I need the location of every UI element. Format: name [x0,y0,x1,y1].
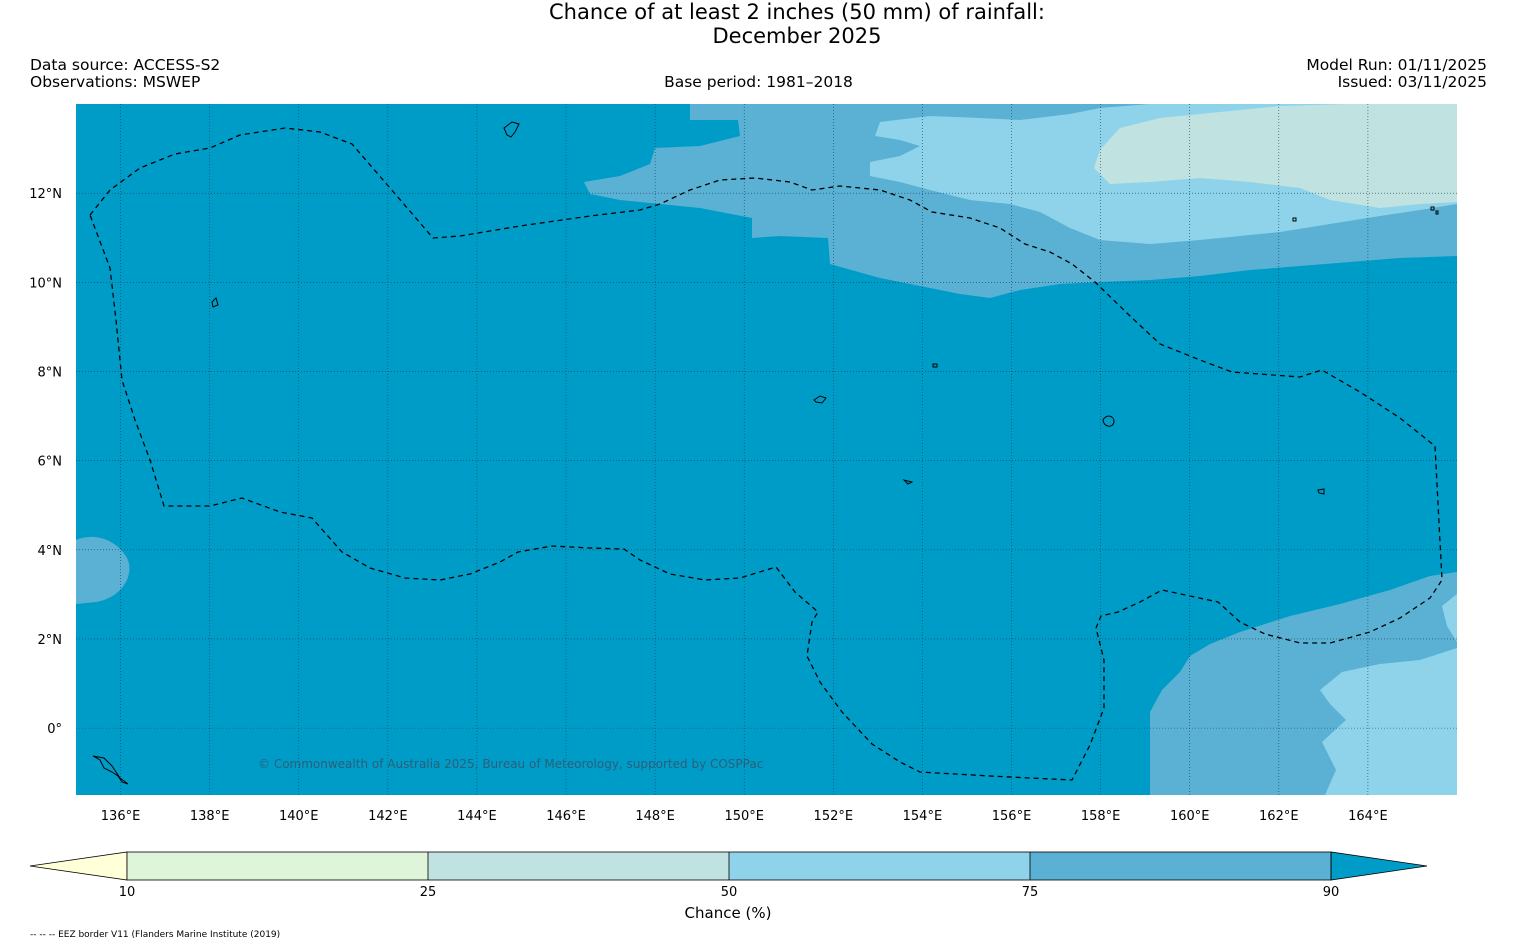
copyright-text: © Commonwealth of Australia 2025, Bureau… [258,757,763,771]
island-small-5 [902,479,914,485]
lon-tick-label: 140°E [279,809,319,824]
issued-text: Issued: 03/11/2025 [1337,73,1487,91]
lon-tick-label: 164°E [1348,809,1388,824]
lon-tick-label: 146°E [546,809,586,824]
colorbar-tick-label: 25 [420,885,437,900]
lon-tick-label: 136°E [101,809,141,824]
lon-tick-label: 138°E [190,809,230,824]
title-line-2: December 2025 [712,24,882,48]
colorbar-extend-high [1330,851,1428,881]
eez-footnote: -- -- -- EEZ border V11 (Flanders Marine… [30,930,281,940]
islands [92,121,1439,785]
lon-tick-label: 148°E [635,809,675,824]
lat-tick-label: 0° [47,722,62,737]
lon-tick-label: 158°E [1081,809,1121,824]
island-small-2 [1430,206,1435,211]
colorbar-tick-label: 10 [119,885,136,900]
region-25-50-north [1094,104,1457,208]
colorbar-tick-label: 90 [1323,885,1340,900]
lon-tick-label: 144°E [457,809,497,824]
colorbar-extend-low [29,851,128,881]
region-75-90-west [76,536,130,604]
eez-border [89,127,1443,781]
observations-text: Observations: MSWEP [30,73,201,91]
colorbar-tick-label: 75 [1022,885,1039,900]
title-line-1: Chance of at least 2 inches (50 mm) of r… [549,0,1045,24]
map-area: © Commonwealth of Australia 2025, Bureau… [76,104,1457,795]
region-50-75-southeast [1320,648,1457,795]
colorbar-50-75 [729,852,1030,880]
lon-tick-label: 150°E [724,809,764,824]
island-small-3 [1435,210,1439,215]
island-guam [503,121,520,138]
island-pohnpei [1102,415,1115,427]
lon-tick-label: 142°E [368,809,408,824]
lat-tick-label: 10°N [29,276,62,291]
region-50-75-east-edge [1442,594,1457,642]
lon-tick-label: 162°E [1259,809,1299,824]
lon-tick-label: 156°E [992,809,1032,824]
island-small-4 [1292,217,1297,222]
colorbar-tick-label: 50 [721,885,738,900]
model-run-text: Model Run: 01/11/2025 [1306,56,1487,74]
latitude-labels: 12°N 10°N 8°N 6°N 4°N 2°N 0° [29,187,62,737]
base-period-text: Base period: 1981–2018 [664,73,853,91]
lon-tick-label: 160°E [1170,809,1210,824]
island-palau [92,755,129,785]
island-chuuk [813,395,827,404]
colorbar-10-25 [127,852,428,880]
data-source-text: Data source: ACCESS-S2 [30,56,221,74]
colorbar-tick-labels: 10 25 50 75 90 [119,885,1340,900]
island-kosrae [1317,488,1325,495]
longitude-labels: 136°E 138°E 140°E 142°E 144°E 146°E 148°E 150°E… [101,809,1388,824]
lat-tick-label: 12°N [29,187,62,202]
island-yap [211,297,219,308]
island-small-1 [932,363,938,368]
chart-title: Chance of at least 2 inches (50 mm) of r… [0,0,1517,48]
lon-tick-label: 154°E [903,809,943,824]
lat-tick-label: 8°N [38,365,63,380]
lat-tick-label: 4°N [38,544,63,559]
meta-right: Model Run: 01/11/2025 Issued: 03/11/2025 [1306,57,1487,91]
colorbar-75-90 [1030,852,1331,880]
lon-tick-label: 152°E [814,809,854,824]
colorbar-title: Chance (%) [685,904,772,922]
meta-left: Data source: ACCESS-S2 Observations: MSW… [30,57,220,91]
colorbar-25-50 [428,852,729,880]
colorbar: 10 25 50 75 90 Chance (%) [29,851,1428,922]
lat-tick-label: 6°N [38,455,63,470]
graticule [76,104,1457,795]
lat-tick-label: 2°N [38,633,63,648]
